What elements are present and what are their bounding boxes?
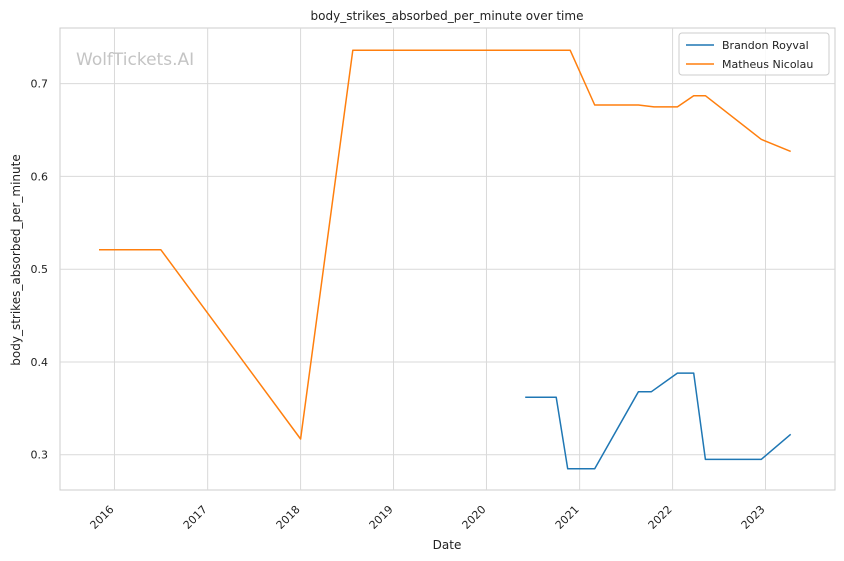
plot-area: [59, 27, 836, 491]
legend-box: [678, 32, 830, 76]
x-tick-labels: 2016 2017 2018 2019 2020 2021 2022 2023: [88, 503, 768, 532]
x-tick-label: 2017: [181, 503, 210, 532]
x-tick-label: 2019: [367, 503, 396, 532]
y-tick-label: 0.4: [31, 356, 49, 369]
legend-label-matheus-nicolau: Matheus Nicolau: [722, 58, 813, 71]
x-axis-label: Date: [433, 538, 462, 552]
y-tick-label: 0.5: [31, 263, 49, 276]
series-line-brandon-royval: [525, 372, 792, 470]
x-tick-label: 2022: [646, 503, 675, 532]
legend: Brandon Royval Matheus Nicolau: [678, 32, 830, 76]
x-tick-label: 2023: [739, 503, 768, 532]
series-lines: [99, 49, 792, 470]
y-axis-label: body_strikes_absorbed_per_minute: [9, 154, 23, 365]
legend-label-brandon-royval: Brandon Royval: [722, 39, 809, 52]
y-tick-label: 0.7: [31, 78, 49, 91]
y-tick-label: 0.6: [31, 170, 49, 183]
x-tick-label: 2021: [553, 503, 582, 532]
x-tick-label: 2016: [88, 503, 117, 532]
x-tick-label: 2020: [460, 503, 489, 532]
x-tick-label: 2018: [274, 503, 303, 532]
series-line-matheus-nicolau: [99, 49, 791, 440]
y-tick-labels: 0.3 0.4 0.5 0.6 0.7: [31, 78, 49, 462]
chart-title: body_strikes_absorbed_per_minute over ti…: [311, 9, 584, 23]
grid-lines: [60, 28, 835, 490]
watermark: WolfTickets.AI: [76, 50, 194, 70]
y-tick-label: 0.3: [31, 449, 49, 462]
